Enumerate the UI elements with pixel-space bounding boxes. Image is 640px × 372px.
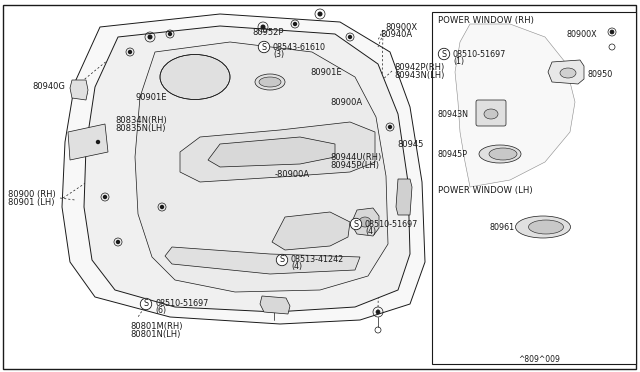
Text: S: S	[143, 299, 148, 308]
Text: 80943N(LH): 80943N(LH)	[394, 71, 444, 80]
Ellipse shape	[255, 74, 285, 90]
Text: 80900X: 80900X	[567, 29, 598, 38]
Circle shape	[294, 22, 296, 26]
Text: 80944U(RH): 80944U(RH)	[330, 153, 381, 161]
Text: 08543-61610: 08543-61610	[273, 42, 326, 51]
Ellipse shape	[484, 109, 498, 119]
Text: 08510-51697: 08510-51697	[155, 299, 209, 308]
Text: 80940G: 80940G	[32, 81, 65, 90]
Text: 80945: 80945	[397, 140, 424, 148]
Text: (4): (4)	[291, 263, 302, 272]
Text: -80900A: -80900A	[275, 170, 310, 179]
Text: 80901 (LH): 80901 (LH)	[8, 198, 54, 206]
Text: 90901E: 90901E	[135, 93, 166, 102]
FancyBboxPatch shape	[476, 100, 506, 126]
Ellipse shape	[489, 148, 517, 160]
Text: (6): (6)	[155, 307, 166, 315]
Ellipse shape	[479, 145, 521, 163]
Polygon shape	[180, 122, 375, 182]
Circle shape	[388, 125, 392, 128]
Polygon shape	[351, 208, 379, 236]
Text: 80900X: 80900X	[385, 22, 417, 32]
Polygon shape	[165, 247, 360, 274]
Polygon shape	[208, 137, 335, 167]
Text: 08510-51697: 08510-51697	[453, 49, 506, 58]
Text: 80834N(RH): 80834N(RH)	[115, 115, 167, 125]
Polygon shape	[548, 60, 584, 84]
Text: 08513-41242: 08513-41242	[291, 256, 344, 264]
Circle shape	[318, 12, 322, 16]
Text: 80952P: 80952P	[252, 28, 284, 36]
Polygon shape	[70, 80, 88, 100]
Ellipse shape	[515, 216, 570, 238]
Text: 80942P(RH): 80942P(RH)	[394, 62, 444, 71]
Ellipse shape	[259, 77, 281, 87]
Circle shape	[261, 25, 265, 29]
Text: POWER WINDOW (LH): POWER WINDOW (LH)	[438, 186, 532, 195]
Text: 80961: 80961	[490, 222, 515, 231]
Text: 80943N: 80943N	[438, 109, 469, 119]
Text: 80901E: 80901E	[310, 67, 342, 77]
Ellipse shape	[560, 68, 576, 78]
Circle shape	[610, 30, 614, 34]
Circle shape	[97, 141, 99, 144]
Circle shape	[148, 35, 152, 39]
Polygon shape	[272, 212, 350, 250]
Text: 80900A: 80900A	[330, 97, 362, 106]
Bar	[432, 12, 636, 364]
Text: S: S	[280, 256, 285, 264]
Text: ^809^009: ^809^009	[518, 356, 560, 365]
Text: S: S	[442, 49, 447, 58]
Text: S: S	[353, 219, 358, 228]
Polygon shape	[455, 24, 575, 187]
Text: (3): (3)	[273, 49, 284, 58]
Text: 80940A: 80940A	[380, 29, 412, 38]
Circle shape	[168, 32, 172, 35]
Polygon shape	[135, 42, 388, 292]
Text: S: S	[261, 42, 267, 51]
Text: 80801M(RH): 80801M(RH)	[130, 323, 182, 331]
Circle shape	[104, 196, 106, 199]
Circle shape	[116, 241, 120, 244]
Polygon shape	[62, 14, 425, 324]
Text: 80801N(LH): 80801N(LH)	[130, 330, 180, 340]
Circle shape	[161, 205, 163, 208]
Circle shape	[376, 310, 380, 314]
Polygon shape	[396, 179, 412, 215]
Text: 80950: 80950	[588, 70, 613, 78]
Ellipse shape	[529, 220, 563, 234]
Text: POWER WINDOW (RH): POWER WINDOW (RH)	[438, 16, 534, 25]
Text: 80945P: 80945P	[438, 150, 468, 158]
Text: 80945P(LH): 80945P(LH)	[330, 160, 379, 170]
Polygon shape	[260, 296, 290, 314]
Text: (4): (4)	[365, 227, 376, 235]
Polygon shape	[68, 124, 108, 160]
Text: (1): (1)	[453, 57, 464, 65]
Ellipse shape	[359, 217, 371, 227]
Polygon shape	[84, 26, 410, 312]
Text: 08510-51697: 08510-51697	[365, 219, 419, 228]
Text: 80835N(LH): 80835N(LH)	[115, 124, 166, 132]
Circle shape	[349, 35, 351, 38]
Circle shape	[129, 51, 131, 54]
Ellipse shape	[160, 55, 230, 99]
Text: 80900 (RH): 80900 (RH)	[8, 189, 56, 199]
